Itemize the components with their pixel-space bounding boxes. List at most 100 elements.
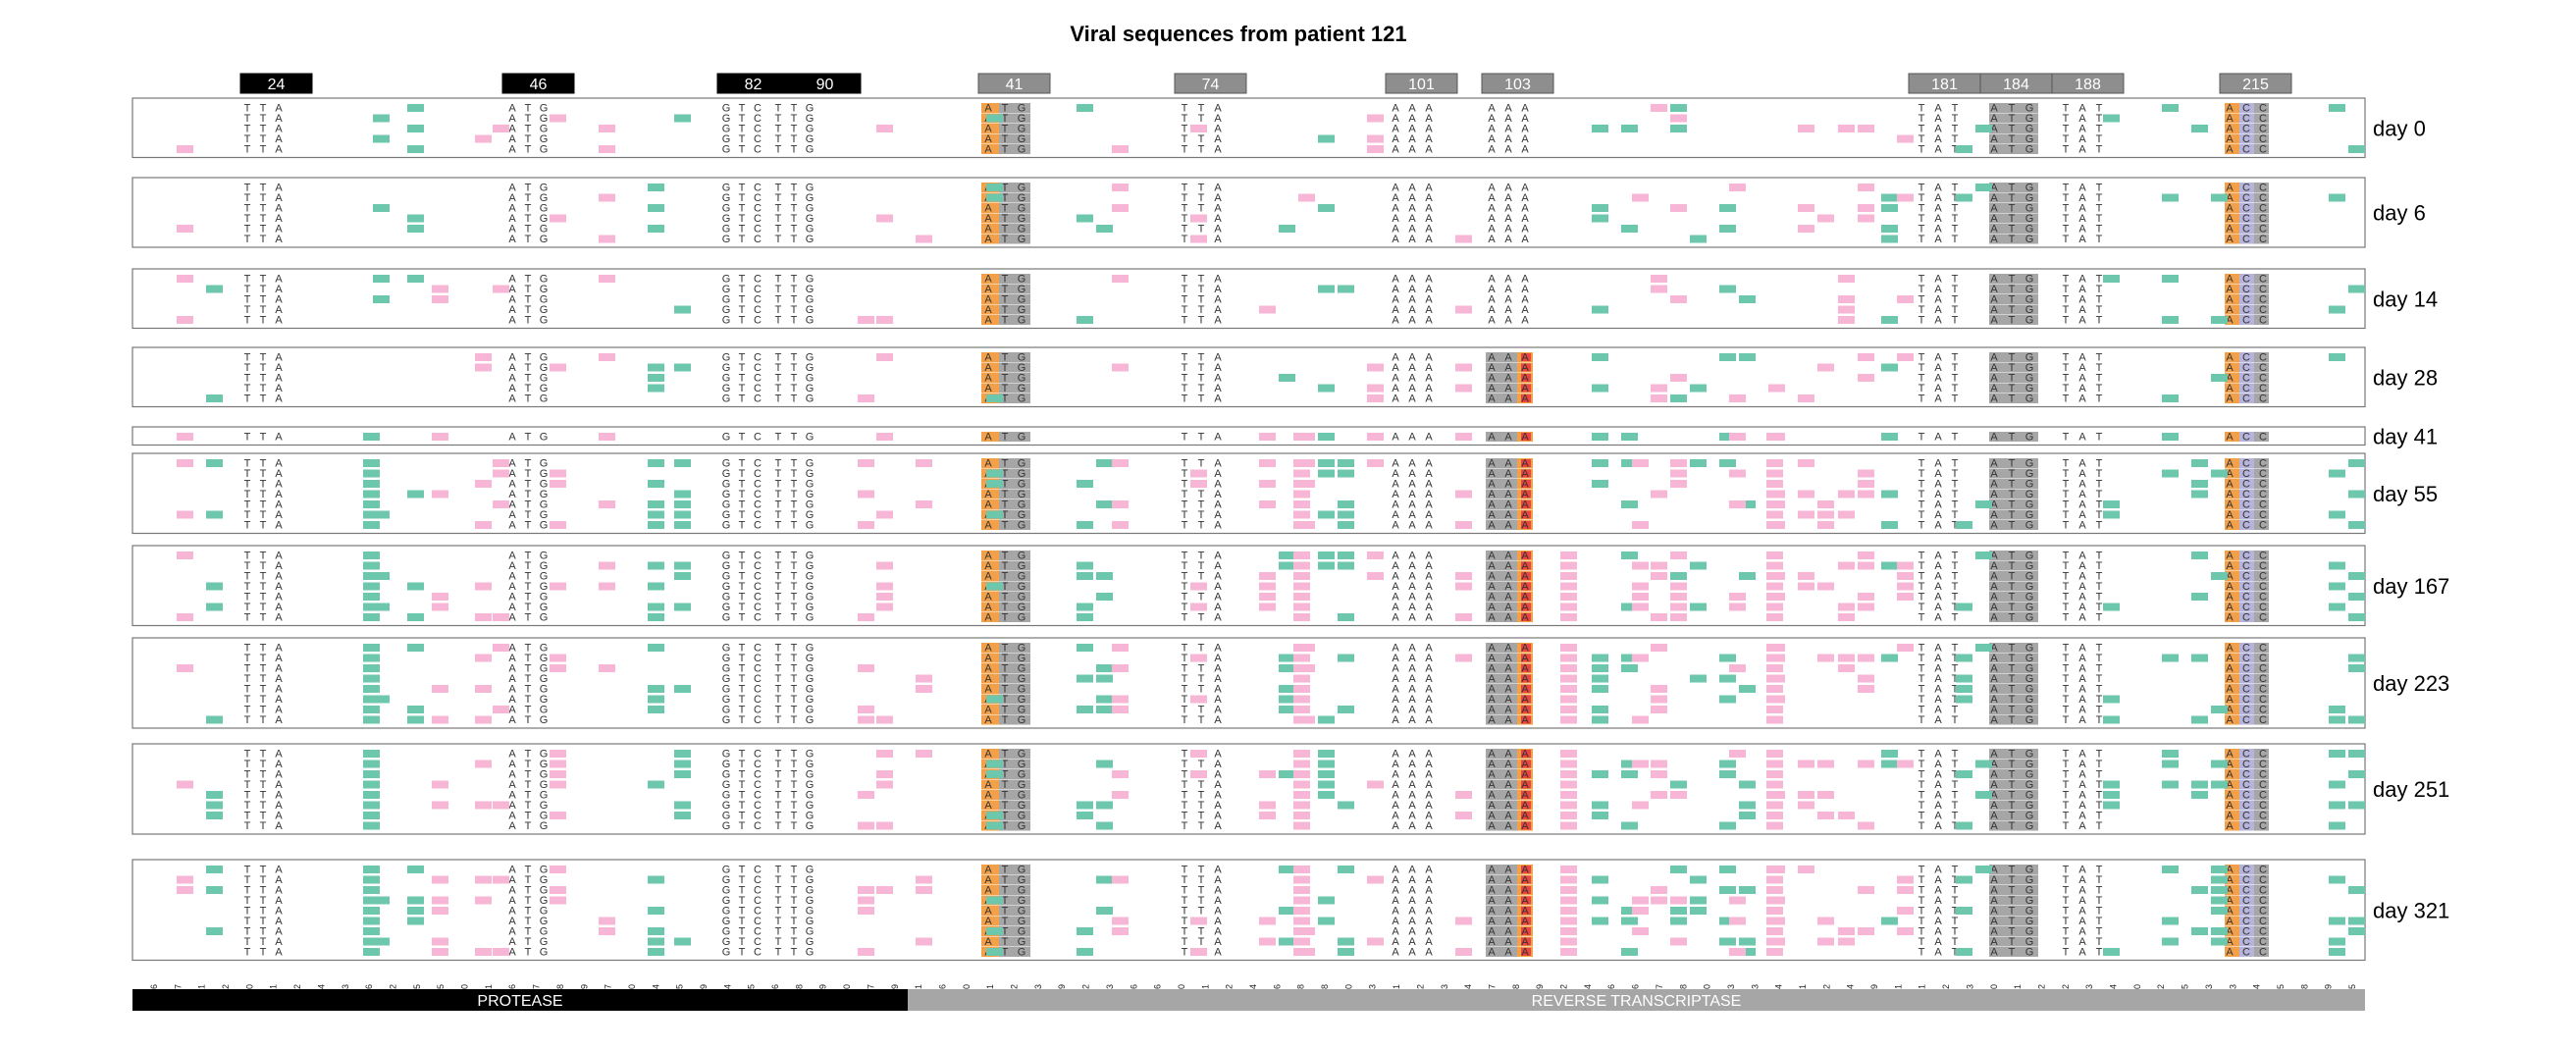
synonymous-change-cell [1739, 780, 1756, 789]
synonymous-change-cell [648, 685, 664, 693]
synonymous-change-cell [206, 866, 223, 873]
nucleotide: G [540, 653, 549, 664]
synonymous-change-cell [1096, 907, 1113, 915]
nucleotide: T [1182, 394, 1188, 405]
synonymous-change-cell [363, 760, 380, 768]
nucleotide: T [739, 362, 746, 374]
synonymous-change-cell [1592, 305, 1608, 314]
nucleotide: A [275, 489, 283, 500]
nucleotide: A [1408, 458, 1416, 470]
nucleotide: A [984, 432, 992, 444]
nucleotide: T [2009, 304, 2016, 316]
nonsynonymous-change-cell [858, 316, 874, 324]
codon-header-box [239, 73, 313, 94]
nucleotide: T [1002, 811, 1009, 822]
synonymous-change-cell [373, 204, 390, 212]
nucleotide: T [1182, 947, 1188, 959]
codon-highlight [1486, 749, 1517, 759]
codon-highlight [999, 183, 1030, 192]
codon-highlight [1486, 916, 1517, 926]
nucleotide: C [754, 581, 762, 593]
nucleotide: T [2063, 895, 2070, 907]
codon-highlight [999, 274, 1030, 284]
codon-highlight [2254, 274, 2269, 284]
nucleotide: T [2009, 458, 2016, 470]
codon-header-box [2051, 73, 2125, 94]
codon-highlight [2254, 509, 2269, 520]
codon-highlight [999, 124, 1030, 133]
nucleotide: T [2063, 779, 2070, 791]
nucleotide: A [2226, 653, 2234, 664]
nucleotide: T [2063, 203, 2070, 215]
nonsynonymous-change-cell [1560, 821, 1577, 830]
synonymous-change-cell [363, 561, 380, 570]
nucleotide: C [754, 468, 762, 480]
codon-highlight [2225, 653, 2239, 663]
codon-highlight [1989, 432, 2038, 442]
nucleotide: A [275, 383, 283, 394]
nucleotide: A [2078, 602, 2086, 613]
codon-highlight [1989, 499, 2038, 509]
codon-highlight [1989, 551, 2038, 560]
nucleotide: A [1214, 663, 1222, 675]
nucleotide: T [1952, 373, 1959, 385]
nucleotide: A [1990, 224, 1998, 236]
nucleotide: A [2226, 234, 2234, 245]
nucleotide: T [525, 274, 532, 286]
nucleotide: G [540, 489, 549, 500]
nucleotide: T [2096, 906, 2103, 918]
nucleotide: T [739, 947, 746, 959]
nucleotide: C [2259, 643, 2267, 655]
nucleotide: T [2096, 602, 2103, 613]
nucleotide: A [1408, 362, 1416, 374]
synonymous-change-cell [1592, 715, 1608, 724]
synonymous-change-cell [1670, 125, 1687, 132]
synonymous-change-cell [674, 305, 691, 314]
nucleotide: A [1521, 602, 1529, 613]
synonymous-change-cell [1881, 225, 1898, 233]
nucleotide: T [244, 520, 251, 532]
nucleotide: A [1392, 103, 1399, 115]
nucleotide: A [508, 895, 516, 907]
codon-highlight [2225, 571, 2239, 581]
nucleotide: A [1392, 224, 1399, 236]
nucleotide: T [791, 203, 798, 215]
nucleotide: A [2226, 673, 2234, 685]
nucleotide: A [1521, 865, 1529, 876]
nonsynonymous-change-cell [1817, 937, 1834, 946]
nucleotide: A [1488, 373, 1496, 385]
nonsynonymous-change-cell [1766, 469, 1783, 478]
nucleotide: G [2025, 653, 2034, 664]
synonymous-change-cell [2162, 104, 2179, 112]
nonsynonymous-change-cell [1259, 480, 1276, 488]
nucleotide: C [2242, 458, 2250, 470]
nucleotide: A [275, 663, 283, 675]
nucleotide: T [1198, 936, 1205, 948]
nucleotide: T [244, 133, 251, 145]
nucleotide: G [540, 144, 549, 156]
nucleotide: T [775, 916, 782, 927]
nucleotide: G [540, 103, 549, 115]
nucleotide: C [754, 103, 762, 115]
mutation-cell [1521, 821, 1531, 830]
nucleotide: A [1425, 673, 1433, 685]
nucleotide: T [739, 885, 746, 897]
nucleotide: A [1504, 479, 1512, 491]
nucleotide: T [1182, 714, 1188, 726]
mutation-cell [1521, 750, 1531, 758]
nucleotide: T [739, 489, 746, 500]
nonsynonymous-change-cell [1798, 760, 1814, 768]
nucleotide: A [1425, 936, 1433, 948]
nucleotide: A [1392, 234, 1399, 245]
nonsynonymous-change-cell [1455, 613, 1472, 621]
nucleotide: T [1002, 673, 1009, 685]
nucleotide: T [260, 602, 267, 613]
nonsynonymous-change-cell [1766, 948, 1783, 956]
nonsynonymous-change-cell [1766, 706, 1783, 713]
nucleotide: G [1018, 820, 1026, 832]
synonymous-change-cell [1719, 917, 1736, 925]
nucleotide: T [775, 714, 782, 726]
nucleotide: C [2259, 383, 2267, 394]
nucleotide: A [508, 192, 516, 204]
synonymous-change-cell [648, 937, 664, 946]
